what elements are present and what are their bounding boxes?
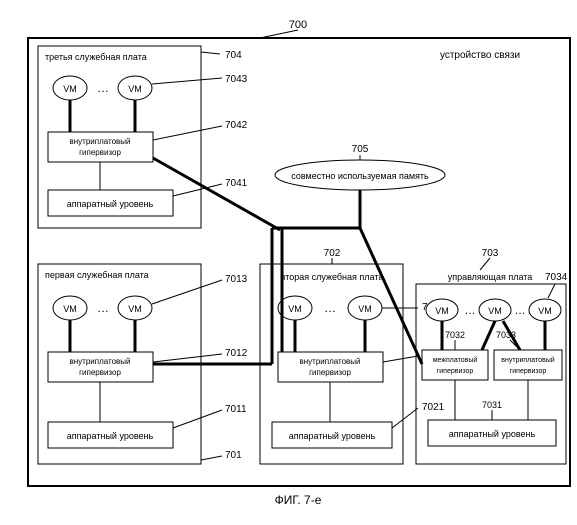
ctrl-hw-ref: 7031 bbox=[482, 400, 502, 410]
b1-hw: аппаратный уровень bbox=[67, 431, 154, 441]
b2-vm-left: VM bbox=[288, 304, 302, 314]
ctrl-inter-l1: межплатовый bbox=[433, 356, 478, 364]
board-1-title: первая служебная плата bbox=[45, 270, 149, 280]
b1-hyper-ref: 7012 bbox=[225, 348, 248, 359]
b2-ref: 702 bbox=[324, 248, 341, 259]
b3-hyper-ref: 7042 bbox=[225, 120, 248, 131]
outer-frame bbox=[28, 38, 570, 486]
b1-ref: 701 bbox=[225, 450, 242, 461]
ctrl-vm-dots2: … bbox=[515, 305, 526, 317]
b2-hyper-l1: внутриплатовый bbox=[299, 357, 360, 366]
board-3: третья служебная плата 704 VM … VM 7043 … bbox=[38, 46, 248, 228]
ctrl-intra-l2: гипервизор bbox=[510, 368, 547, 375]
b3-hw: аппаратный уровень bbox=[67, 199, 154, 209]
ctrl-inter-ref: 7032 bbox=[445, 330, 465, 340]
b3-vm-dots: … bbox=[97, 81, 109, 95]
ctrl-inter-l2: гипервизор bbox=[437, 368, 474, 375]
b1-vm-left: VM bbox=[63, 304, 77, 314]
b2-hw: аппаратный уровень bbox=[289, 431, 376, 441]
ctrl-vm-ref: 7034 bbox=[545, 272, 568, 283]
b2-hyper-l2: гипервизор bbox=[309, 368, 351, 377]
b1-vm-right: VM bbox=[128, 304, 142, 314]
b3-vm-right: VM bbox=[128, 84, 142, 94]
b1-hyper-l1: внутриплатовый bbox=[69, 357, 130, 366]
b3-vm-ref: 7043 bbox=[225, 74, 248, 85]
b3-hw-ref: 7041 bbox=[225, 178, 248, 189]
b2-hw-ref: 7021 bbox=[422, 402, 445, 413]
ctrl-intra-l1: внутриплатовый bbox=[501, 356, 554, 364]
ctrl-hw: аппаратный уровень bbox=[449, 429, 536, 439]
board-3-title: третья служебная плата bbox=[45, 52, 147, 62]
b2-vm-dots: … bbox=[324, 301, 336, 315]
diagram: 700 устройство связи третья служебная пл… bbox=[10, 10, 577, 510]
ctrl-vm-right: VM bbox=[538, 306, 552, 316]
b3-hyper-l1: внутриплатовый bbox=[69, 137, 130, 146]
b3-hyper-l2: гипервизор bbox=[79, 148, 121, 157]
board-3-ref: 704 bbox=[225, 50, 242, 61]
device-label: устройство связи bbox=[440, 50, 520, 61]
outer-ref: 700 bbox=[289, 19, 307, 31]
ctrl-vm-mid: VM bbox=[488, 306, 502, 316]
ctrl-vm-left: VM bbox=[435, 306, 449, 316]
b3-vm-left: VM bbox=[63, 84, 77, 94]
memory-label: совместно используемая память bbox=[291, 171, 429, 181]
ctrl-ref: 703 bbox=[482, 248, 499, 259]
b1-vm-dots: … bbox=[97, 301, 109, 315]
board-2-title: вторая служебная плата bbox=[281, 272, 384, 282]
b1-vm-ref: 7013 bbox=[225, 274, 248, 285]
b1-hyper-l2: гипервизор bbox=[79, 368, 121, 377]
b2-vm-right: VM bbox=[358, 304, 372, 314]
figure-caption: ФИГ. 7-е bbox=[275, 493, 322, 507]
b1-hw-ref: 7011 bbox=[225, 404, 247, 415]
ctrl-title: управляющая плата bbox=[448, 272, 533, 282]
memory-ref: 705 bbox=[352, 144, 369, 155]
ctrl-intra-ref: 7033 bbox=[496, 330, 516, 340]
ctrl-vm-dots1: … bbox=[465, 305, 476, 317]
control-board: управляющая плата 703 VM … VM … VM 7034 … bbox=[416, 248, 568, 464]
